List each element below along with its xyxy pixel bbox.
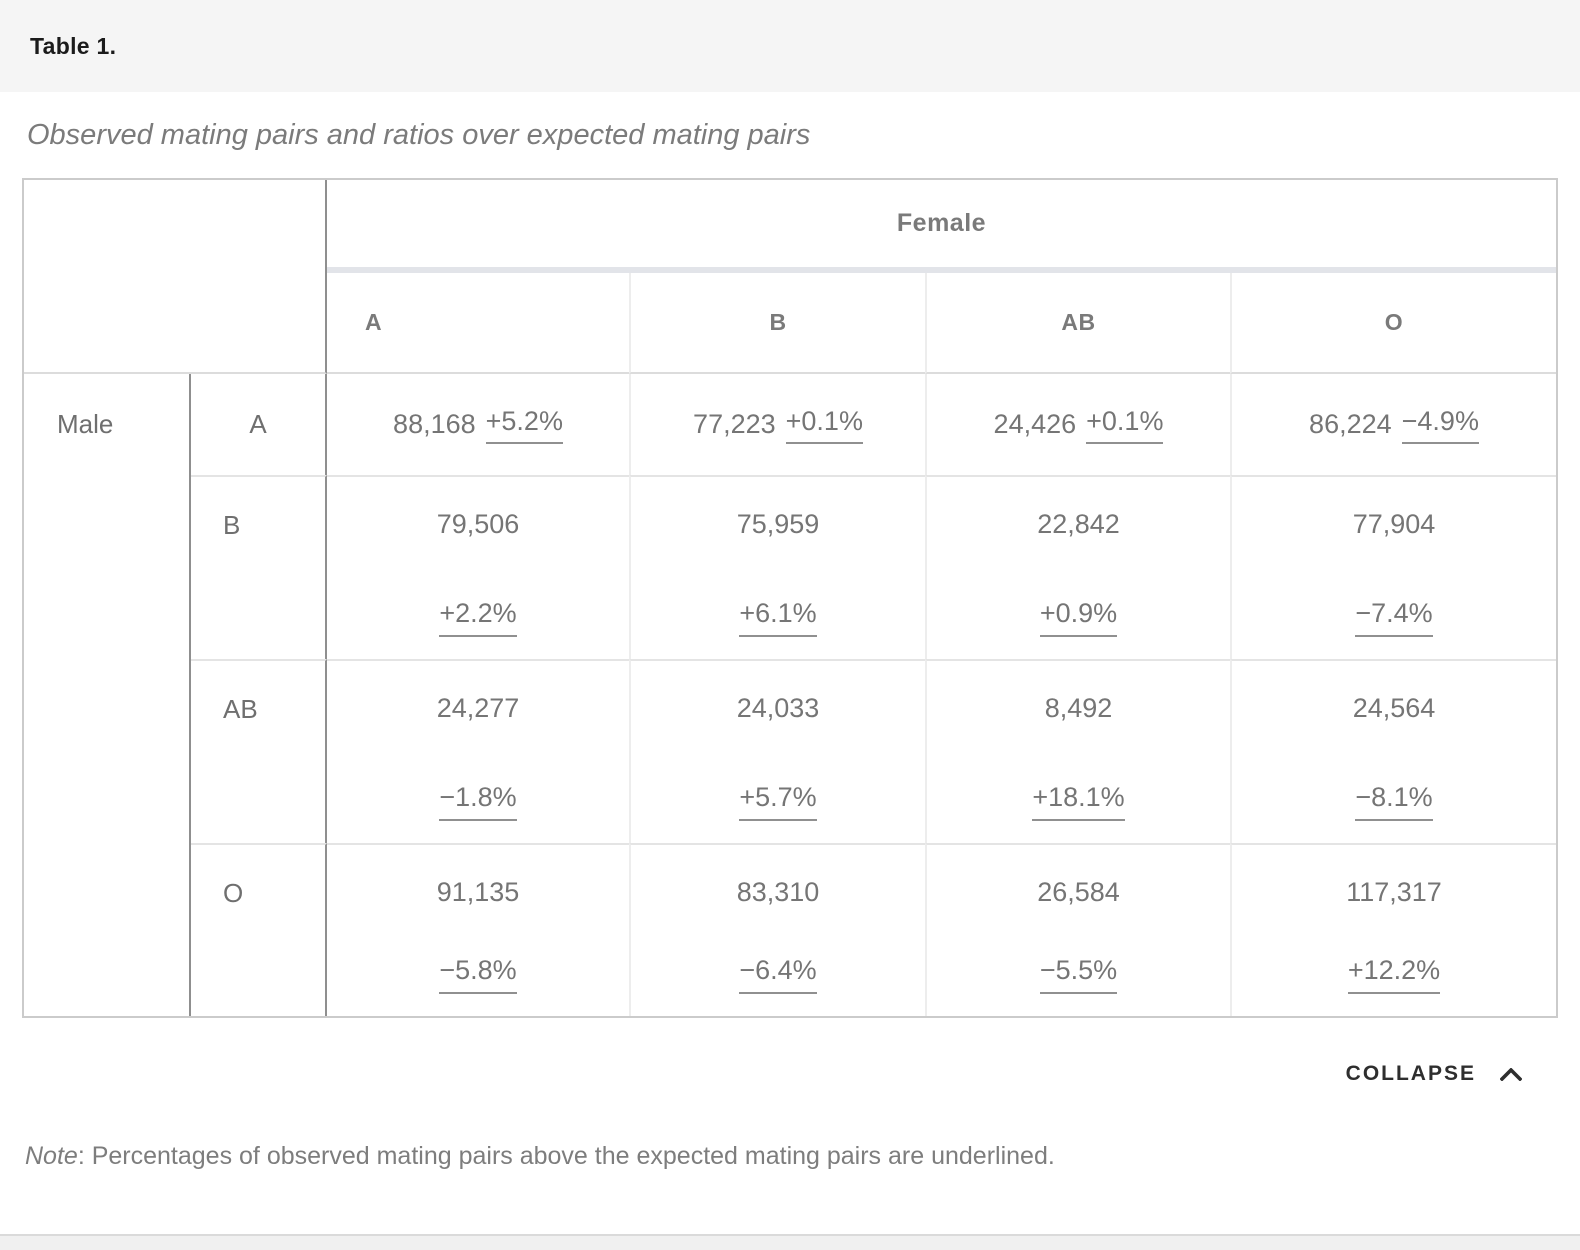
cell-count: 77,904 bbox=[1352, 509, 1436, 539]
table-cell: 83,310 −6.4% bbox=[629, 843, 925, 1016]
cell-count: 91,135 bbox=[436, 877, 520, 907]
cell-count: 117,317 bbox=[1346, 877, 1442, 907]
cell-count: 75,959 bbox=[736, 509, 820, 539]
table-cell: 79,506 +2.2% bbox=[327, 475, 629, 659]
note-body: : Percentages of observed mating pairs a… bbox=[77, 1142, 1055, 1170]
cell-count: 22,842 bbox=[1037, 509, 1120, 539]
table-caption-band: Table 1. bbox=[0, 0, 1580, 92]
cell-count: 24,033 bbox=[736, 693, 820, 723]
row-label-b: B bbox=[191, 475, 327, 659]
cell-percent: −5.5% bbox=[1039, 955, 1118, 994]
table-cell: 77,223 +0.1% bbox=[629, 374, 925, 475]
cell-percent: −8.1% bbox=[1355, 782, 1433, 821]
table-cell: 117,317 +12.2% bbox=[1230, 843, 1556, 1016]
note-prefix: Note bbox=[25, 1142, 78, 1170]
column-header-b: B bbox=[629, 273, 925, 374]
column-header-o: O bbox=[1230, 273, 1556, 374]
table-actions: COLLAPSE bbox=[22, 1062, 1558, 1086]
collapse-button[interactable]: COLLAPSE bbox=[1346, 1062, 1522, 1086]
row-label-ab: AB bbox=[191, 659, 327, 843]
chevron-up-icon bbox=[1500, 1067, 1522, 1081]
cell-count: 8,492 bbox=[1044, 693, 1113, 723]
female-group-header: Female bbox=[327, 180, 1556, 273]
cell-percent: +5.2% bbox=[485, 406, 563, 444]
collapse-label: COLLAPSE bbox=[1345, 1062, 1476, 1085]
cell-percent: −1.8% bbox=[439, 782, 517, 821]
section-divider bbox=[0, 1234, 1580, 1250]
cell-count: 86,224 bbox=[1309, 409, 1392, 439]
table-cell: 22,842 +0.9% bbox=[925, 475, 1230, 659]
row-label-o: O bbox=[191, 843, 327, 1016]
table-cell: 75,959 +6.1% bbox=[629, 475, 925, 659]
cell-count: 79,506 bbox=[436, 509, 520, 539]
cell-count: 26,584 bbox=[1037, 877, 1120, 907]
page-title: Table 1. bbox=[30, 32, 117, 59]
column-header-ab: AB bbox=[925, 273, 1230, 374]
table-note: Note: Percentages of observed mating pai… bbox=[25, 1142, 1558, 1171]
table-section: Observed mating pairs and ratios over ex… bbox=[0, 119, 1580, 1171]
cell-percent: +6.1% bbox=[739, 598, 817, 637]
cell-count: 24,426 bbox=[993, 409, 1077, 439]
table-cell: 24,426 +0.1% bbox=[925, 374, 1230, 475]
cell-count: 88,168 bbox=[393, 409, 476, 439]
cell-count: 24,277 bbox=[436, 693, 520, 723]
corner-cell bbox=[24, 180, 327, 374]
cell-percent: +0.9% bbox=[1039, 598, 1118, 637]
table-subtitle: Observed mating pairs and ratios over ex… bbox=[27, 119, 811, 151]
cell-percent: +18.1% bbox=[1032, 782, 1125, 821]
mating-pairs-table: Female A B AB O Male A 88,168 +5.2% 77,2… bbox=[22, 178, 1558, 1018]
cell-percent: +2.2% bbox=[439, 598, 517, 637]
table-cell: 24,564 −8.1% bbox=[1230, 659, 1556, 843]
cell-percent: +0.1% bbox=[1086, 406, 1164, 444]
male-group-label: Male bbox=[24, 374, 191, 1016]
cell-percent: +0.1% bbox=[785, 406, 863, 444]
column-header-a: A bbox=[327, 273, 629, 374]
cell-percent: −5.8% bbox=[439, 955, 517, 994]
table-cell: 91,135 −5.8% bbox=[327, 843, 629, 1016]
table-cell: 26,584 −5.5% bbox=[925, 843, 1230, 1016]
table-cell: 88,168 +5.2% bbox=[327, 374, 629, 475]
table-cell: 86,224 −4.9% bbox=[1230, 374, 1556, 475]
cell-percent: +5.7% bbox=[739, 782, 817, 821]
table-cell: 24,277 −1.8% bbox=[327, 659, 629, 843]
cell-percent: +12.2% bbox=[1347, 955, 1441, 994]
table-cell: 8,492 +18.1% bbox=[925, 659, 1230, 843]
cell-percent: −6.4% bbox=[739, 955, 817, 994]
cell-count: 24,564 bbox=[1352, 693, 1436, 723]
table-cell: 77,904 −7.4% bbox=[1230, 475, 1556, 659]
cell-percent: −4.9% bbox=[1401, 406, 1479, 444]
cell-percent: −7.4% bbox=[1355, 598, 1433, 637]
table-cell: 24,033 +5.7% bbox=[629, 659, 925, 843]
row-label-a: A bbox=[191, 374, 327, 475]
cell-count: 77,223 bbox=[693, 409, 776, 439]
cell-count: 83,310 bbox=[736, 877, 820, 907]
